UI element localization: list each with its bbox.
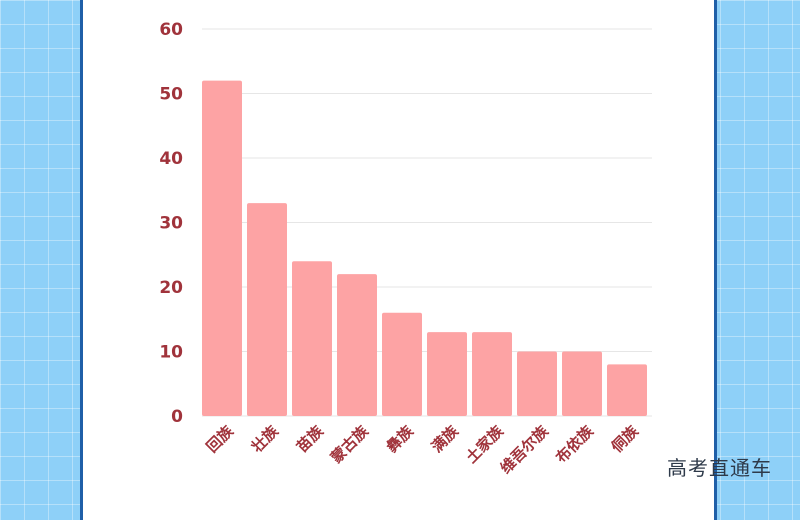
bar [562, 351, 602, 416]
bar [292, 261, 332, 416]
y-tick-label: 10 [159, 343, 183, 363]
bar [247, 203, 287, 416]
bar [472, 332, 512, 416]
x-tick-label: 壮族 [248, 421, 283, 456]
bar [517, 351, 557, 416]
x-tick-label: 维吾尔族 [497, 421, 553, 477]
x-tick-label: 蒙古族 [327, 421, 372, 466]
y-tick-label: 60 [159, 20, 183, 40]
y-axis-ticks: 0 10 20 30 40 50 60 [159, 20, 183, 427]
bar [382, 312, 422, 416]
bars [202, 80, 647, 416]
x-tick-label: 苗族 [293, 421, 328, 456]
x-tick-label: 侗族 [607, 421, 642, 456]
watermark: 高考直通车 [667, 456, 772, 480]
y-tick-label: 30 [159, 214, 183, 234]
y-tick-label: 20 [159, 278, 183, 298]
x-tick-label: 满族 [428, 421, 463, 456]
x-tick-label: 布依族 [552, 421, 597, 466]
y-tick-label: 40 [159, 149, 183, 169]
bar [607, 364, 647, 416]
x-tick-label: 彝族 [383, 421, 418, 456]
y-tick-label: 50 [159, 85, 183, 105]
chart-panel [80, 0, 717, 520]
bar [202, 80, 242, 416]
x-tick-label: 回族 [203, 421, 238, 456]
bar [337, 274, 377, 416]
bar [427, 332, 467, 416]
y-tick-label: 0 [171, 407, 183, 427]
